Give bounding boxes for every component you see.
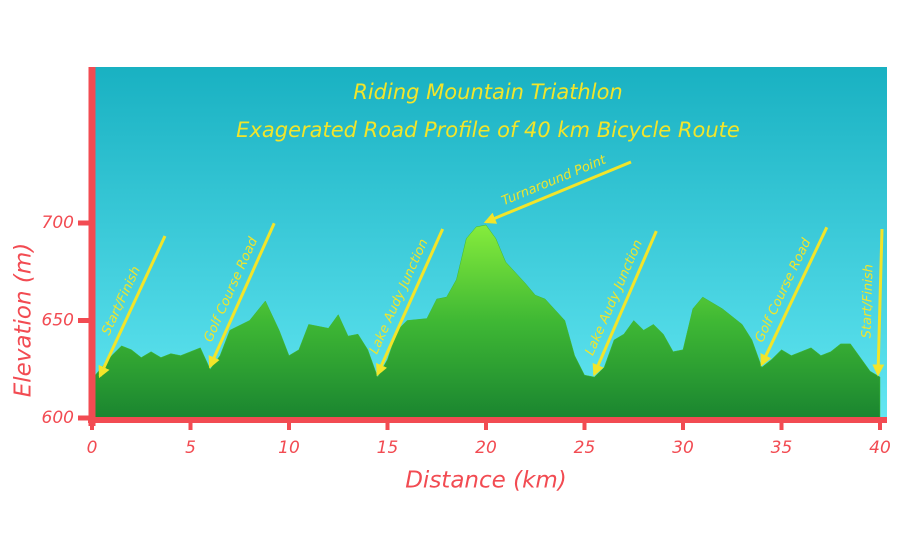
annotation-arrow	[208, 222, 276, 369]
x-tick-label: 20	[475, 438, 497, 458]
y-tick-label: 650	[42, 311, 74, 331]
annotation-arrow	[98, 235, 167, 379]
x-tick-label: 30	[672, 438, 694, 458]
annotation-arrow	[760, 226, 829, 367]
annotation-arrow	[376, 228, 445, 377]
x-tick-label: 5	[185, 438, 196, 458]
annotation-label: Start/Finish	[859, 264, 876, 338]
annotation-arrow	[872, 229, 885, 377]
x-axis-title: Distance (km)	[405, 468, 567, 494]
annotation-arrow	[592, 230, 658, 377]
x-tick-label: 10	[278, 438, 300, 458]
x-tick-label: 15	[377, 438, 399, 458]
y-axis-title: Elevation (m)	[11, 243, 37, 398]
annotation-arrow	[483, 160, 632, 224]
x-tick-label: 40	[869, 438, 891, 458]
chart-subtitle: Exagerated Road Profile of 40 km Bicycle…	[236, 118, 740, 142]
x-tick-label: 0	[87, 438, 98, 458]
chart-title: Riding Mountain Triathlon	[353, 80, 622, 104]
x-tick-label: 35	[771, 438, 793, 458]
y-tick-label: 700	[42, 213, 74, 233]
y-tick-label: 600	[42, 408, 74, 428]
x-tick-label: 25	[574, 438, 596, 458]
